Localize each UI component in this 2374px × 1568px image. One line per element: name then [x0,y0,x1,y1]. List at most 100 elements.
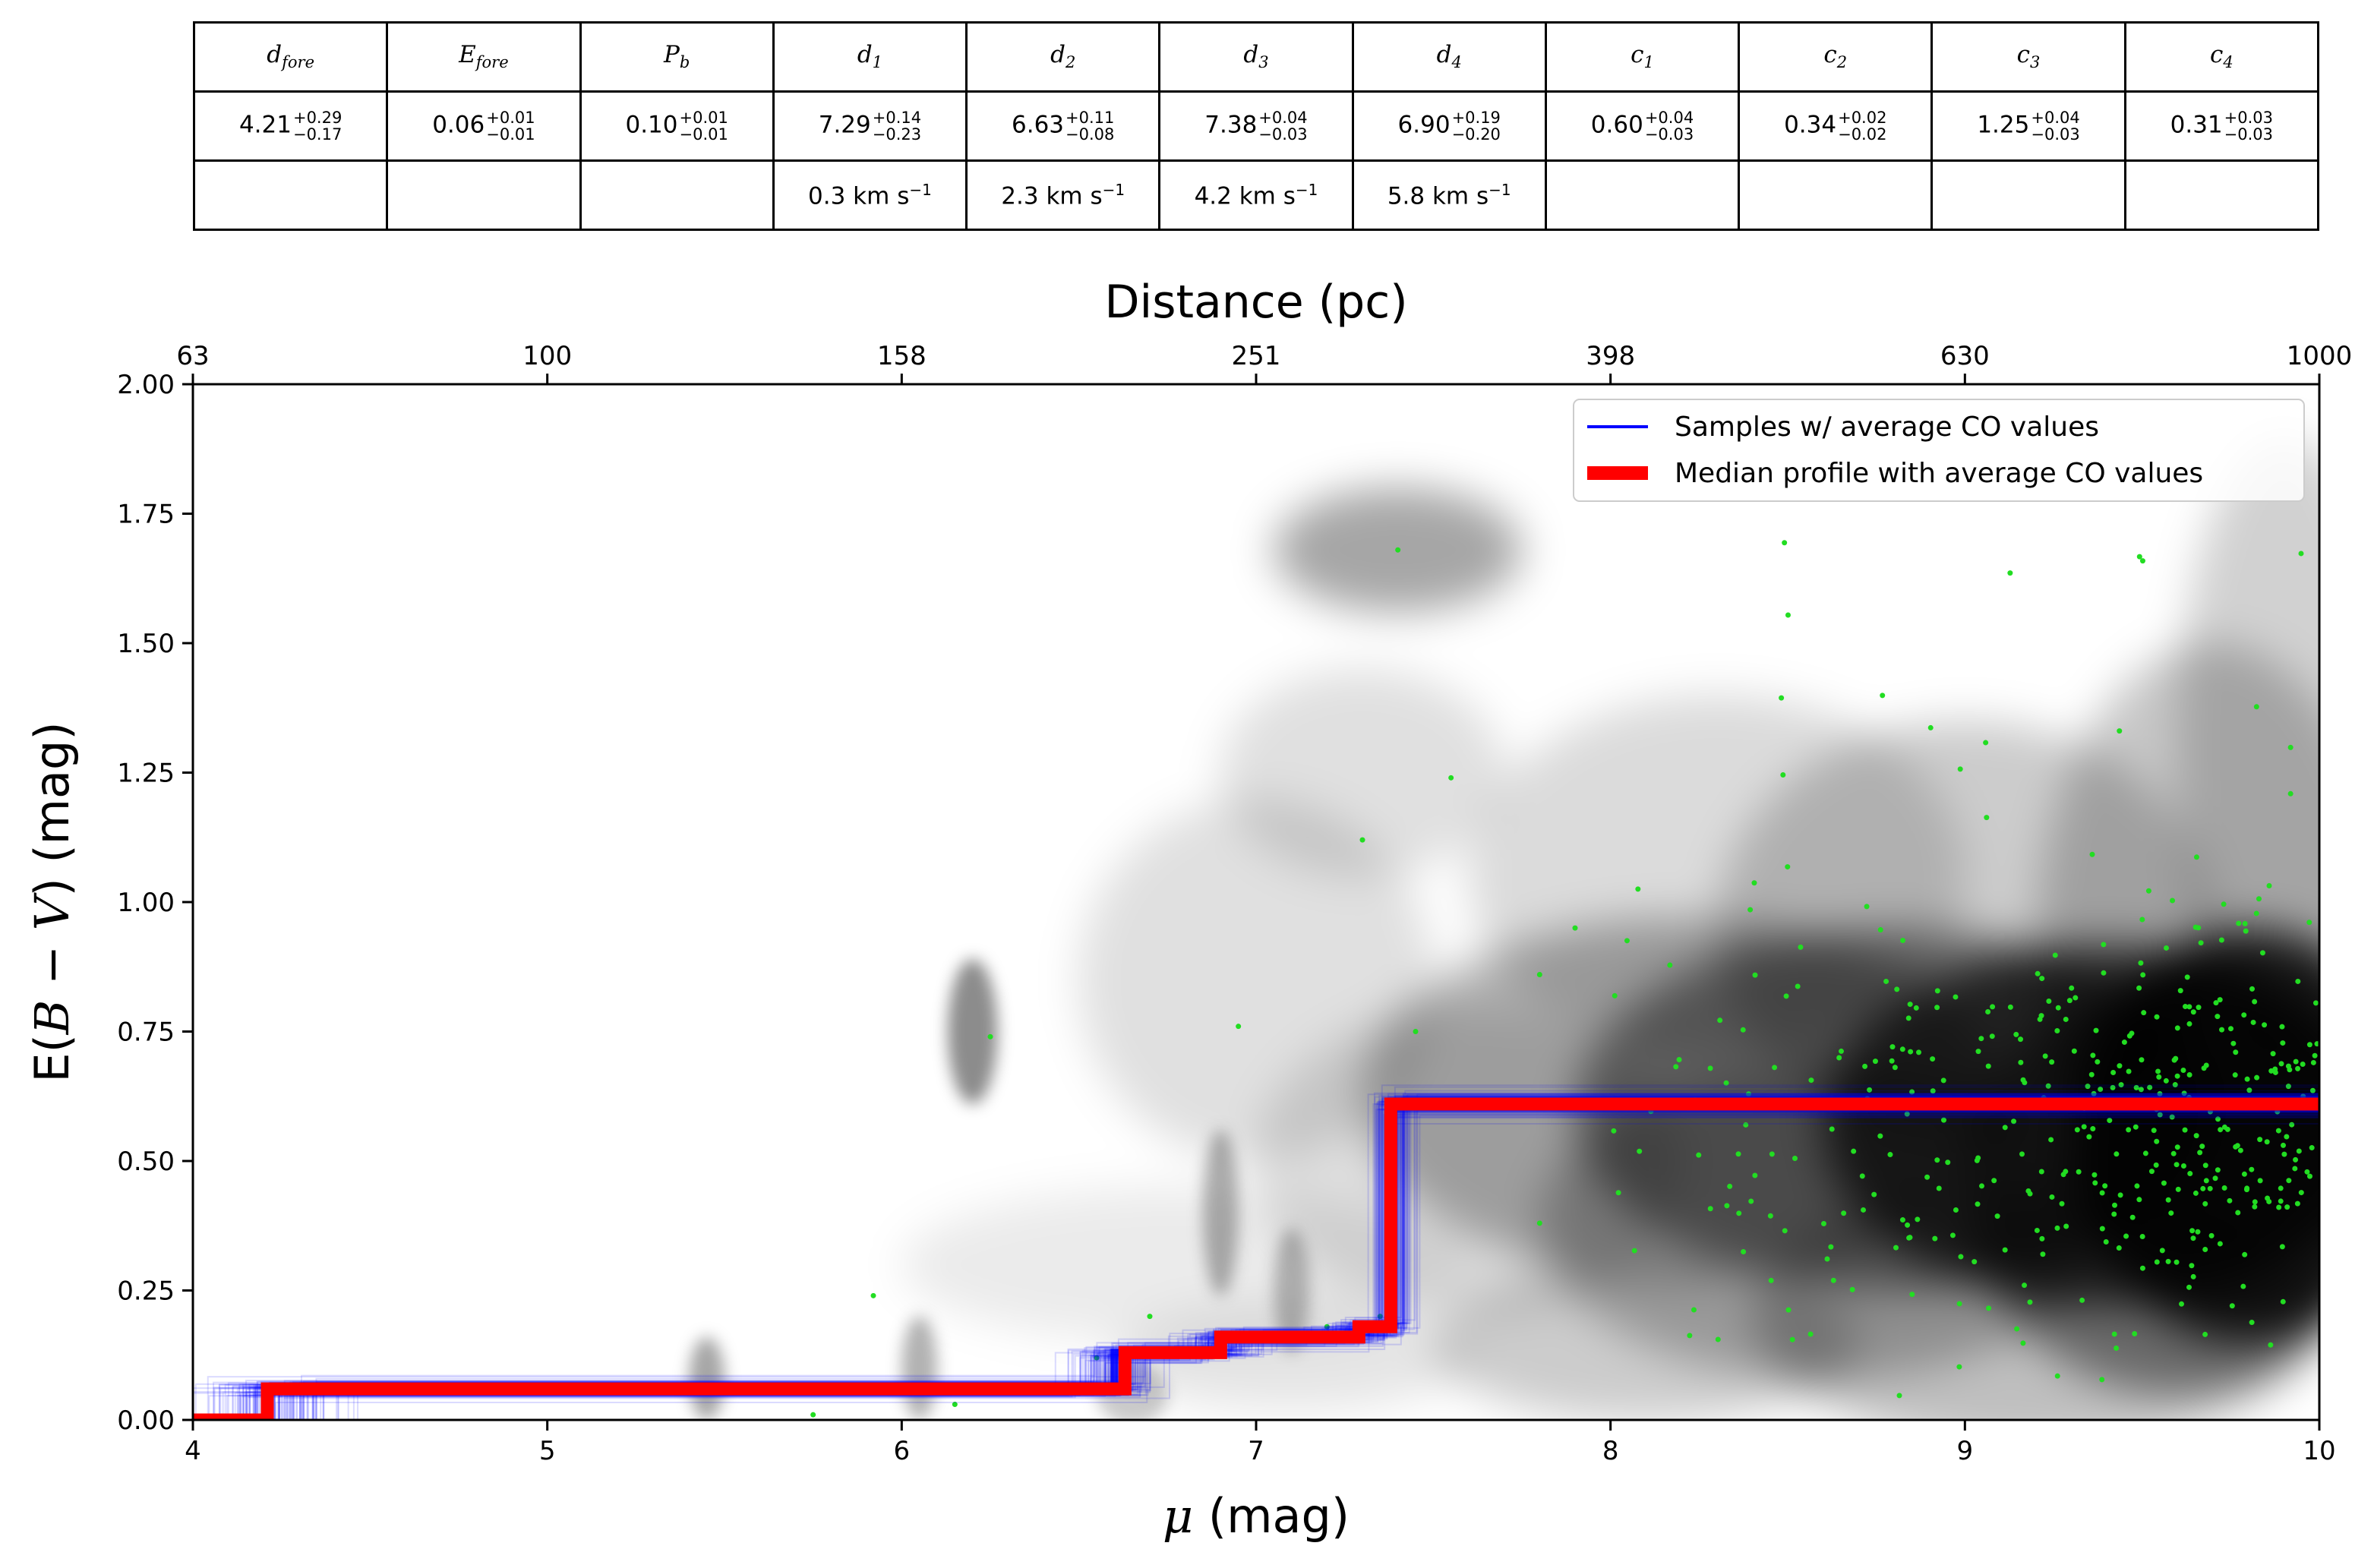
star-point [2022,1282,2028,1289]
star-point [2180,1163,2186,1169]
value-cell-c-1: 0.60 +0.04 −0.03 [1544,90,1741,162]
star-point [1940,1117,1946,1123]
star-point [1807,1331,1814,1337]
star-point [2233,1144,2239,1150]
x-tick-label: 10 [2303,1436,2335,1466]
x-tick-label: 9 [1957,1436,1974,1466]
star-point [2227,1026,2234,1032]
value-cell-c-2: 0.34 +0.02 −0.02 [1738,90,1934,162]
star-point [1838,1048,1844,1054]
star-point [2099,1190,2105,1196]
star-point [2117,728,2123,734]
star-point [2249,986,2255,992]
star-point [2287,790,2293,797]
star-point [1673,1064,1679,1070]
x-tick-label: 5 [539,1436,556,1466]
star-point [2295,978,2301,984]
star-point [2241,1171,2247,1177]
star-point [2252,1199,2258,1205]
star-point [2294,1200,2300,1207]
star-point [2200,1185,2206,1191]
star-point [2118,1082,2124,1088]
top-x-tick-label: 630 [1940,341,1990,371]
star-point [2007,570,2013,576]
star-point [2037,1016,2043,1022]
star-point [2192,1190,2199,1196]
star-point [2285,1084,2291,1090]
star-point [2114,1151,2120,1157]
star-point [1930,1056,1936,1062]
top-x-tick-label: 100 [522,341,572,371]
star-point [2101,942,2107,948]
star-point [2035,970,2041,976]
star-point [2054,1373,2060,1379]
star-point [2063,1016,2069,1022]
star-point [1772,1065,1778,1071]
sample-profile-line [193,1096,2319,1420]
star-point [1862,1063,1868,1069]
star-point [2014,1326,2020,1332]
velocity-cell-c-3 [1930,159,2126,231]
velocity-cell-p-b [579,159,775,231]
star-point [1974,1157,1980,1163]
star-point [1780,771,1786,778]
star-point [2213,1000,2219,1006]
star-point [2121,1040,2127,1046]
star-point [2180,1068,2186,1074]
star-point [2079,1297,2085,1303]
y-axis-label: E(B − V) (mag) [24,721,80,1082]
star-point [2190,1009,2196,1015]
star-point [2241,1012,2247,1018]
star-point [2025,1188,2031,1194]
star-point [1916,1049,1922,1055]
star-point [1792,1156,1798,1162]
x-tick-label: 6 [894,1436,911,1466]
star-point [2045,1083,2051,1089]
star-point [2298,551,2304,557]
star-point [2208,1232,2215,1238]
star-point [2268,1342,2274,1348]
x-axis-label: μ (mag) [1163,1488,1350,1544]
star-point [2139,1057,2145,1063]
star-point [2095,1058,2101,1065]
star-point [2136,985,2142,991]
star-point [2215,1167,2221,1173]
star-point [2243,928,2249,934]
star-point [2182,1004,2188,1010]
star-point [1934,1005,1940,1011]
star-point [1975,1049,1981,1055]
x-tick-label: 7 [1248,1436,1264,1466]
star-point [2235,1210,2241,1216]
x-tick-label: 8 [1602,1436,1619,1466]
star-point [2145,888,2151,894]
star-point [2182,1127,2188,1133]
star-point [2111,1331,2117,1337]
star-point [1745,1091,1751,1097]
star-point [2101,970,2107,976]
star-point [2081,1124,2087,1130]
star-point [2265,1195,2271,1201]
star-point [1945,1159,1951,1166]
star-point [2172,1082,2178,1088]
star-point [2132,1124,2139,1130]
star-point [1880,693,1886,699]
star-point [2280,1040,2286,1046]
header-cell-c-3: c3 [1930,21,2126,93]
star-point [2304,1169,2310,1175]
star-point [2027,1299,2033,1305]
star-point [2174,1259,2180,1265]
star-point [2193,854,2199,860]
star-point [2013,1031,2019,1037]
star-point [1940,1077,1946,1084]
star-point [2049,1194,2055,1200]
star-point [1978,1036,1984,1042]
star-point [2177,988,2183,994]
star-point [2042,1053,2048,1059]
star-point [2240,1283,2246,1289]
star-point [2110,1084,2116,1090]
star-point [1667,962,1673,968]
star-point [2136,1197,2142,1203]
star-point [2232,1072,2238,1078]
star-point [1820,1221,1826,1227]
